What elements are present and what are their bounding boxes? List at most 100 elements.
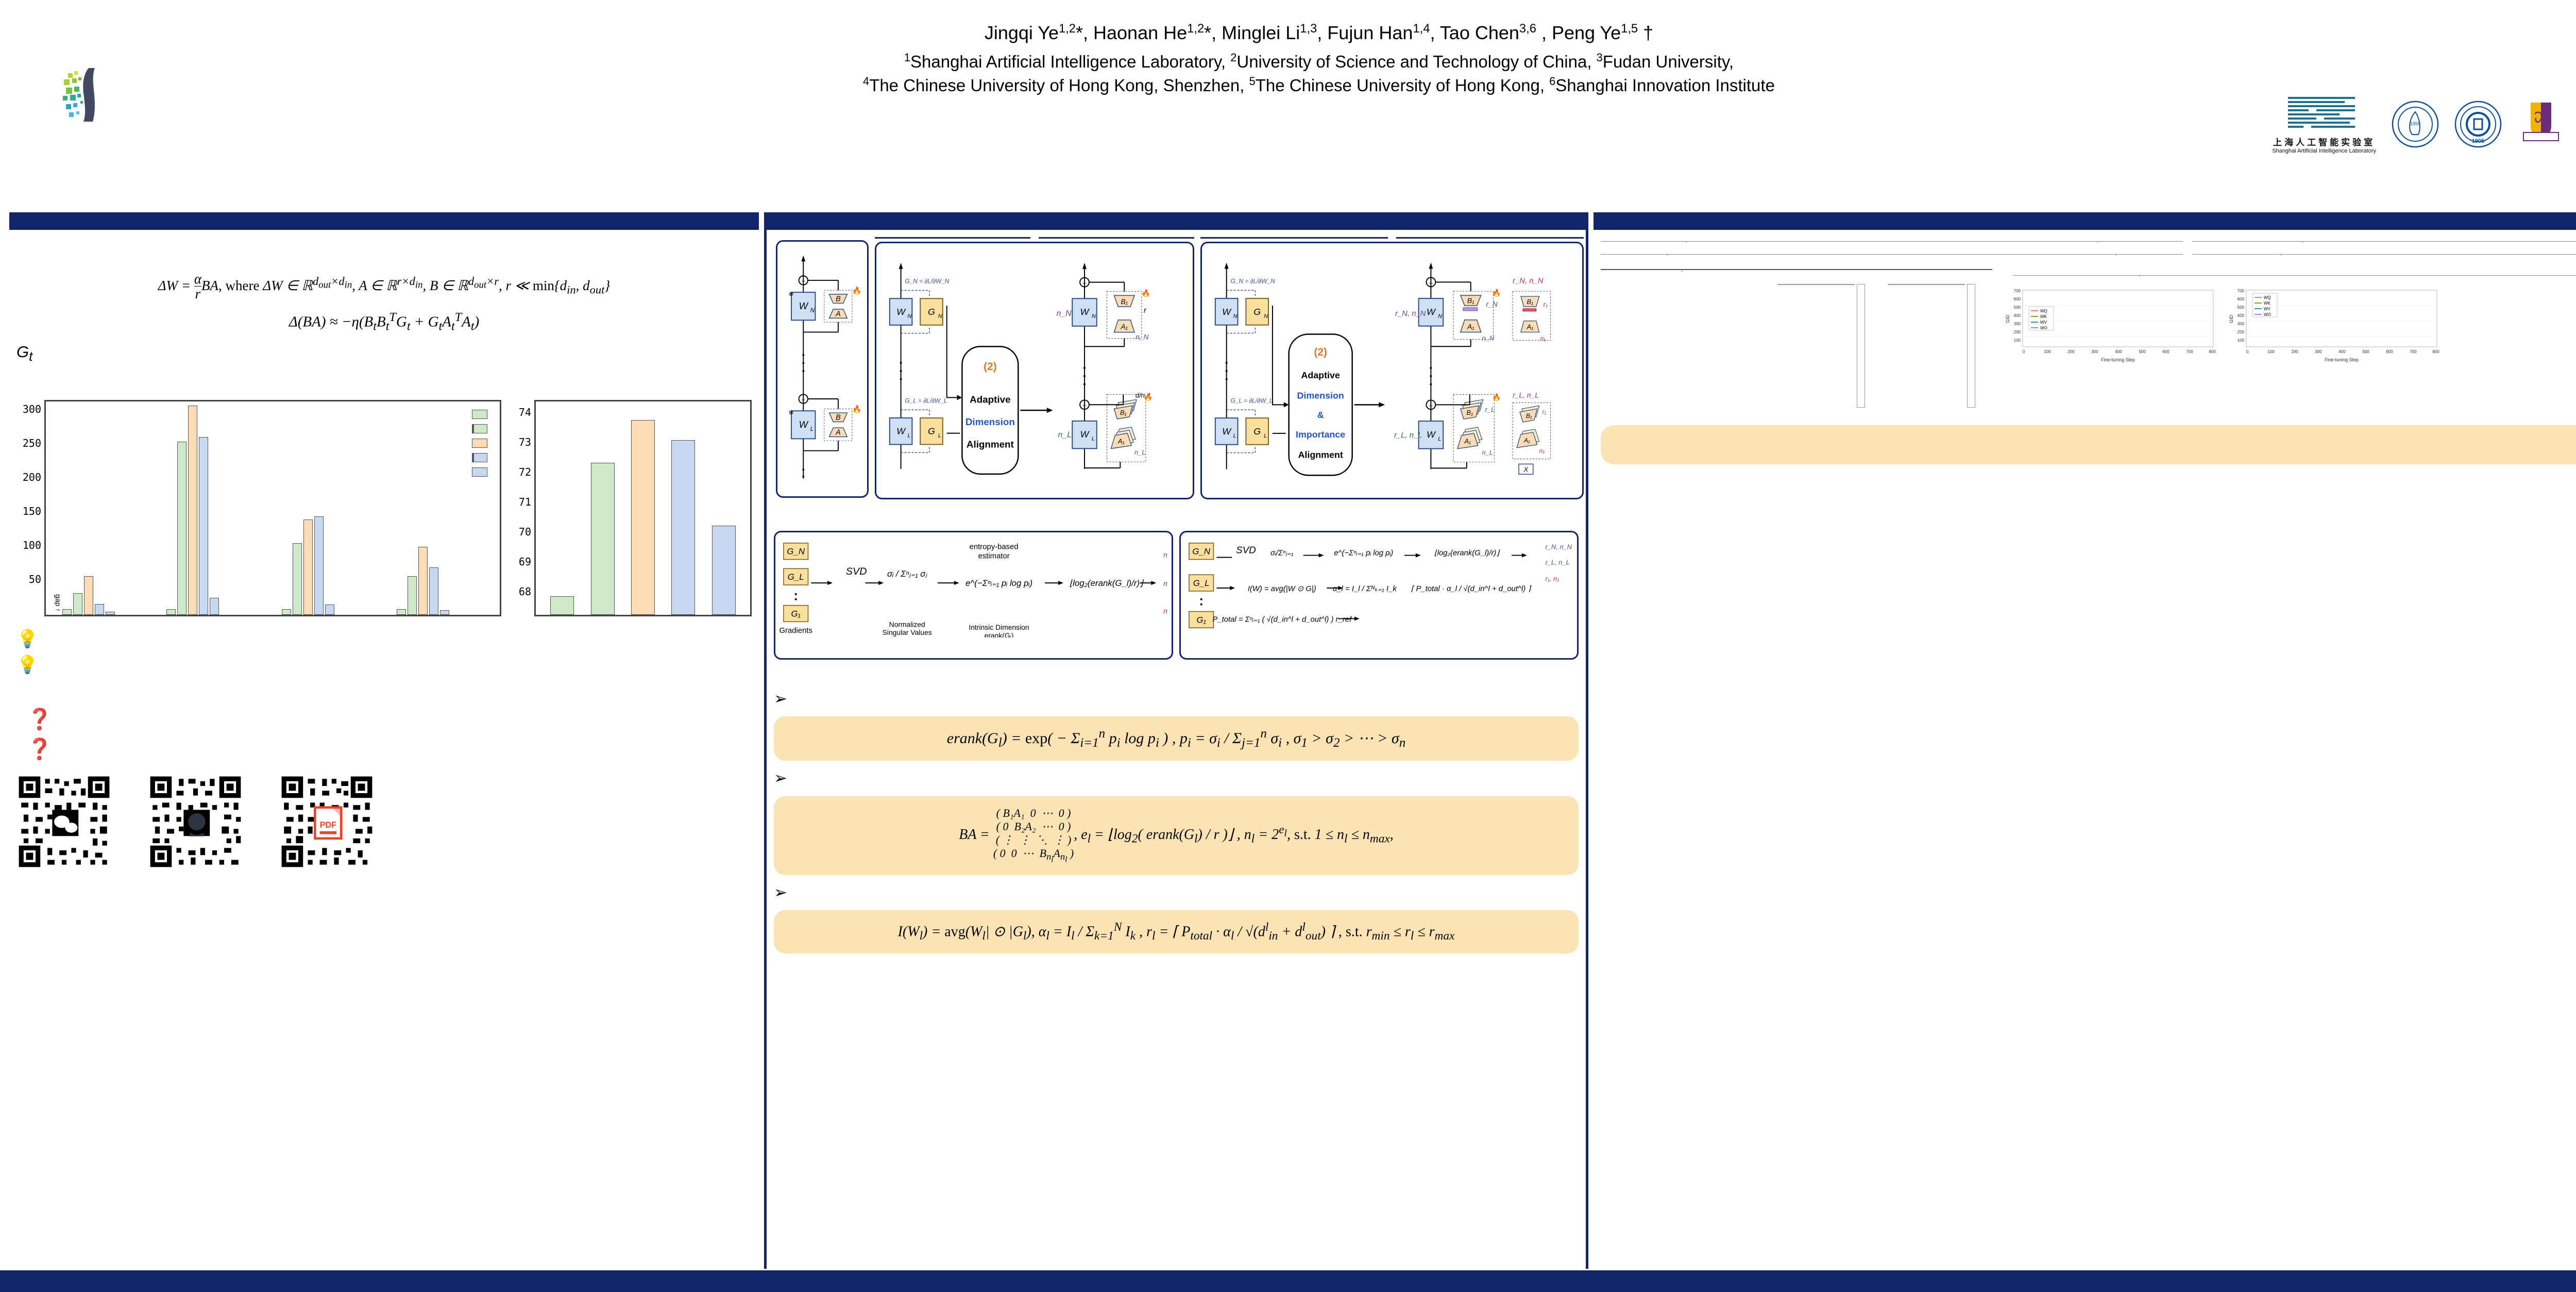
logo-fudan: 1905 xyxy=(2454,100,2502,147)
table-nlu-wrap xyxy=(1601,237,2183,243)
svg-text:n₁: n₁ xyxy=(1539,447,1545,455)
bar-group-0: gap ↑ xyxy=(51,401,149,615)
svg-text:WO: WO xyxy=(2040,326,2047,330)
table-nlu xyxy=(1601,241,2183,243)
heading-brief-overview xyxy=(16,244,752,264)
svg-text:Singular Values: Singular Values xyxy=(883,628,932,636)
svg-text:W: W xyxy=(1222,426,1232,437)
svg-text:200: 200 xyxy=(2067,349,2075,354)
svg-text:N: N xyxy=(1438,313,1442,320)
svg-text:r_N, n_N: r_N, n_N xyxy=(1513,277,1544,285)
svg-text:P_total = Σⁿᵢ₌₁ ( √(d_in^l + d: P_total = Σⁿᵢ₌₁ ( √(d_in^l + d_out^l) ) … xyxy=(1212,615,1352,624)
svg-text:n_L: n_L xyxy=(1058,431,1072,440)
svg-text:Alignment: Alignment xyxy=(967,439,1014,449)
heatmap-codefeedback xyxy=(1886,284,1976,416)
svg-text:G: G xyxy=(928,307,935,317)
chart-a-yaxis: 300 250 200 150 100 50 xyxy=(22,402,41,585)
svg-text:100: 100 xyxy=(2044,349,2051,354)
qr-code-icon-wechat[interactable] xyxy=(16,774,112,870)
qr-wechat[interactable] xyxy=(16,774,119,870)
chart-intrinsic-dimension: 300 250 200 150 100 50 xyxy=(16,398,501,618)
table-row xyxy=(2013,275,2576,277)
svg-text:A₁: A₁ xyxy=(1523,437,1530,444)
table-nlg-wrap xyxy=(2192,237,2576,243)
svg-text:A₁: A₁ xyxy=(1464,438,1471,445)
svg-text:L: L xyxy=(810,426,814,432)
svg-text:800: 800 xyxy=(2209,349,2216,354)
svg-text:e^(−Σⁿᵢ₌₁ pᵢ log pᵢ): e^(−Σⁿᵢ₌₁ pᵢ log pᵢ) xyxy=(1334,549,1393,558)
svg-text:X: X xyxy=(1523,465,1529,473)
svg-text:A₁: A₁ xyxy=(1120,323,1128,331)
table-row xyxy=(2192,254,2576,256)
author-list: Jingqi Ye1,2*, Haonan He1,2*, Minglei Li… xyxy=(984,22,1654,43)
table-row xyxy=(1601,254,2183,256)
svg-text:N: N xyxy=(1264,313,1268,320)
pdf-icon: PDF xyxy=(314,806,343,840)
empirical-charts: 300 250 200 150 100 50 xyxy=(16,398,752,618)
insight-high-gid: 💡 xyxy=(16,628,752,650)
svg-text:W: W xyxy=(896,307,906,317)
table-ablation xyxy=(2192,254,2576,256)
final-note xyxy=(1601,425,2576,464)
svg-text:300: 300 xyxy=(2315,349,2323,354)
section-band-design xyxy=(767,212,1586,230)
svg-text:100: 100 xyxy=(2013,338,2021,343)
qr-code-icon-github[interactable] xyxy=(148,774,243,870)
heatmap-2-grid xyxy=(1887,284,1965,285)
svg-text:W: W xyxy=(1080,429,1090,440)
svg-text:400: 400 xyxy=(2013,313,2021,318)
svg-text:A: A xyxy=(835,429,841,437)
svg-text:G₁: G₁ xyxy=(791,609,801,618)
svg-text:200: 200 xyxy=(2238,330,2245,334)
bar-group-2 xyxy=(281,401,380,615)
svg-text:G₁: G₁ xyxy=(1197,615,1206,625)
bar-group-1 xyxy=(166,401,264,615)
qr-github[interactable] xyxy=(148,774,250,870)
logo-ustc: 1958 xyxy=(2392,100,2439,147)
svg-text:🔥: 🔥 xyxy=(1492,289,1501,297)
svg-text:GID: GID xyxy=(2005,314,2010,323)
table-allocation-wrap xyxy=(2013,265,2576,277)
svg-text:⌊log₂(erank(G_l)/r)⌋: ⌊log₂(erank(G_l)/r)⌋ xyxy=(1070,578,1144,588)
svg-text:W: W xyxy=(896,426,906,437)
chart-accuracy: 74 73 72 71 70 69 68 xyxy=(510,398,752,618)
svg-text:Adaptive: Adaptive xyxy=(970,394,1010,405)
svg-text:Intrinsic Dimension: Intrinsic Dimension xyxy=(969,623,1029,631)
svg-text:B₁: B₁ xyxy=(1526,412,1532,420)
svg-text:Fine-tuning Step: Fine-tuning Step xyxy=(2325,357,2359,362)
bullet-dual-alignment: ➢ xyxy=(774,883,787,901)
svg-text:σᵢ/Σⁿⱼ₌₁: σᵢ/Σⁿⱼ₌₁ xyxy=(1270,549,1294,558)
svg-text:300: 300 xyxy=(2091,349,2098,354)
svg-text:G_N = ∂L/∂W_N: G_N = ∂L/∂W_N xyxy=(1231,277,1276,284)
gid-legend-top: WQ WK WV WO xyxy=(2028,306,2054,331)
svg-text:G_N: G_N xyxy=(1192,547,1210,557)
table-row xyxy=(1601,269,1992,272)
svg-text:(2): (2) xyxy=(984,361,996,373)
svg-text:G: G xyxy=(1253,426,1261,437)
bar-ls-lora xyxy=(711,525,736,615)
gid-dynamics-charts: 700 600 500 400 300 200 100 GID 0 100 200 300 400 5… xyxy=(2002,284,2447,369)
svg-text:🔥: 🔥 xyxy=(1492,393,1501,401)
svg-text:W: W xyxy=(1222,307,1232,317)
svg-text:Gradients: Gradients xyxy=(779,627,812,635)
svg-text:G_L: G_L xyxy=(788,572,804,582)
svg-text:+: + xyxy=(1082,279,1087,287)
svg-text:700: 700 xyxy=(2013,289,2021,293)
svg-text:Dimension: Dimension xyxy=(1297,390,1344,400)
svg-text:800: 800 xyxy=(2433,349,2440,354)
svg-text:🔥: 🔥 xyxy=(1142,289,1150,297)
svg-text:500: 500 xyxy=(2139,349,2146,354)
qr-paper[interactable]: PDF xyxy=(279,774,382,870)
svg-text:e^(−Σⁿᵢ₌₁ pᵢ log pᵢ): e^(−Σⁿᵢ₌₁ pᵢ log pᵢ) xyxy=(965,578,1032,588)
chart-b-xlabels xyxy=(534,616,752,618)
svg-text:300: 300 xyxy=(2013,322,2021,326)
qr-code-icon-paper[interactable]: PDF xyxy=(279,774,375,870)
svg-text:n₁: n₁ xyxy=(1163,607,1167,615)
svg-text:r_N, n_N: r_N, n_N xyxy=(1545,543,1572,551)
heatmap-group: 700 600 500 400 300 200 100 GID 0 100 200 300 400 5… xyxy=(1601,284,2576,416)
svg-text:B₁: B₁ xyxy=(1467,296,1475,305)
svg-text:G_L: G_L xyxy=(1193,578,1210,588)
